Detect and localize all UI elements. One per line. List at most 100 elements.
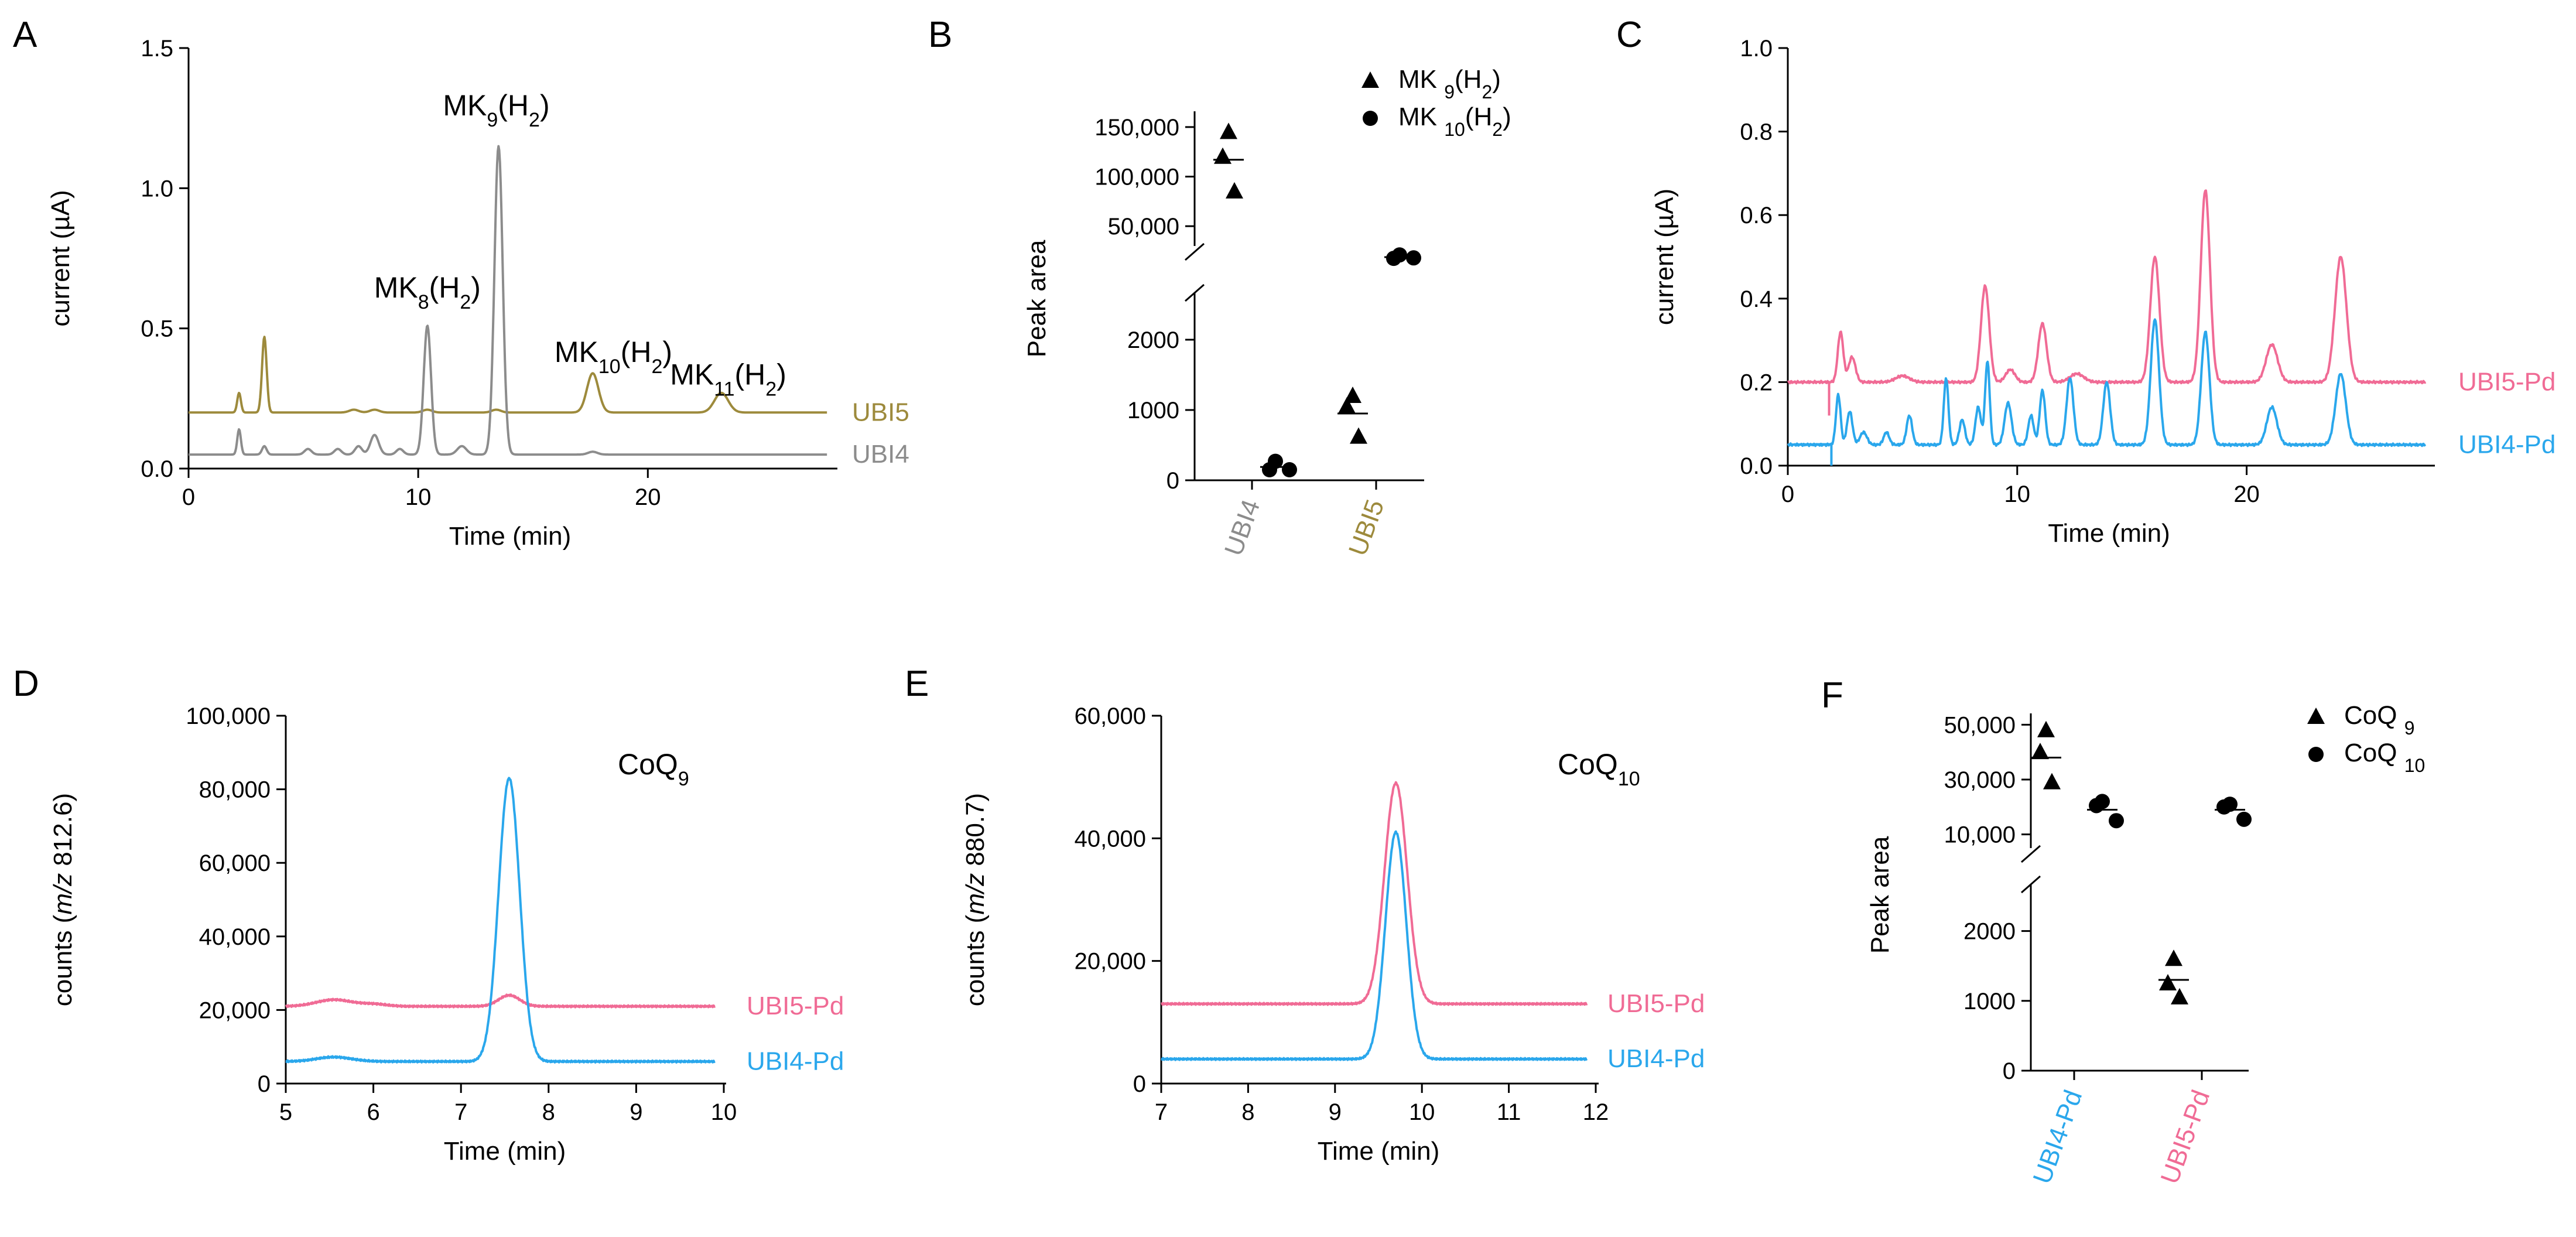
y-tick-label: 0.2 (1740, 370, 1773, 395)
legend-label: MK 10(H2) (1398, 102, 1511, 140)
x-tick-label: 0 (182, 484, 195, 510)
series-line-ubi4-pd (1787, 318, 2426, 447)
series-line-ubi5 (188, 336, 827, 414)
data-point-circle (2089, 798, 2104, 814)
data-point-triangle (1226, 182, 1243, 199)
series-label-ubi5-pd: UBI5-Pd (2458, 367, 2556, 396)
x-tick-label: 7 (454, 1099, 467, 1125)
x-tick-label: 12 (1583, 1099, 1609, 1125)
data-point-circle (1262, 462, 1277, 477)
series-line-ubi5-pd (1787, 189, 2427, 385)
y-axis-label: Peak area (1866, 836, 1894, 954)
legend-label: MK 9(H2) (1398, 65, 1501, 102)
x-category-label: UBI4-Pd (2027, 1086, 2088, 1188)
data-point-triangle (1214, 147, 1231, 164)
y-tick-label: 0.5 (141, 316, 173, 342)
y-tick-label: 150,000 (1094, 115, 1179, 141)
data-point-circle (2109, 813, 2124, 829)
panel-e: 7 8 9 10 11 12 0 20,000 40,000 60,000 Time (min) co… (961, 703, 1705, 1166)
data-point-circle (1386, 251, 1401, 266)
chart-title: CoQ9 (618, 748, 689, 790)
panel-a: 0 10 20 0.0 0.5 1.0 1.5 Time (min) current (µA) U… (46, 36, 909, 551)
panel-f: 10,000 30,000 50,000 0 1000 2000 Peak area UBI4… (1866, 701, 2425, 1188)
y-tick-label: 40,000 (199, 924, 271, 950)
y-tick-label: 0.4 (1740, 286, 1773, 312)
panel-b: 50,000 100,000 150,000 0 1000 2000 Peak area UB… (1022, 65, 1511, 559)
y-tick-label: 0.6 (1740, 203, 1773, 228)
y-tick-label: 0.0 (141, 456, 173, 482)
y-tick-label: 1.5 (141, 36, 173, 61)
x-tick-label: 9 (1329, 1099, 1342, 1125)
series-line-ubi4 (188, 145, 827, 456)
x-tick-label: 20 (635, 484, 661, 510)
panel-d: 5 6 7 8 9 10 0 20,000 40,000 60,000 80,000 100,000 T… (49, 703, 844, 1166)
y-tick-label: 0 (1133, 1071, 1146, 1097)
series-label-ubi5: UBI5 (852, 398, 909, 426)
panel-c: 0 10 20 0.0 0.2 0.4 0.6 0.8 1.0 Time (min) current… (1650, 36, 2556, 548)
legend-marker-circle (1363, 111, 1378, 126)
y-tick-label: 20,000 (1075, 949, 1146, 975)
data-point-circle (1282, 462, 1297, 477)
peak-annotation: MK9(H2) (443, 89, 549, 131)
legend-marker-triangle (2307, 708, 2325, 724)
peak-annotation: MK8(H2) (374, 271, 481, 313)
y-tick-label: 2000 (1963, 919, 2016, 945)
x-axis-label: Time (min) (444, 1137, 566, 1166)
panel-label-e: E (905, 664, 929, 704)
panel-label-d: D (13, 664, 39, 704)
x-tick-label: 10 (1409, 1099, 1435, 1125)
y-tick-label: 0 (1166, 468, 1179, 494)
y-tick-label: 50,000 (1108, 214, 1179, 240)
axis-break (1185, 283, 1205, 302)
series-line-ubi5-pd (1160, 781, 1588, 1006)
panel-label-a: A (13, 15, 37, 55)
axis-break (1185, 242, 1205, 261)
series-label-ubi4: UBI4 (852, 440, 909, 469)
peak-annotation: MK11(H2) (670, 358, 786, 400)
x-tick-label: 6 (367, 1099, 379, 1125)
y-tick-label: 0 (258, 1071, 271, 1097)
data-point-triangle (2043, 773, 2061, 790)
peak-annotation: MK10(H2) (555, 336, 672, 378)
series-label-ubi5-pd: UBI5-Pd (1607, 989, 1705, 1018)
y-tick-label: 1.0 (1740, 36, 1773, 61)
series-label-ubi4-pd: UBI4-Pd (1607, 1044, 1705, 1073)
panel-label-c: C (1616, 15, 1643, 55)
y-tick-label: 20,000 (199, 997, 271, 1023)
legend-label: CoQ 10 (2344, 739, 2425, 776)
data-point-triangle (2171, 987, 2188, 1004)
y-tick-label: 40,000 (1075, 826, 1146, 852)
y-tick-label: 1000 (1963, 989, 2016, 1014)
data-point-triangle (1338, 397, 1356, 414)
chart-title: CoQ10 (1558, 748, 1640, 790)
x-tick-label: 8 (1241, 1099, 1254, 1125)
y-tick-label: 60,000 (1075, 703, 1146, 729)
axis-break (2021, 875, 2041, 894)
y-tick-label: 100,000 (1094, 165, 1179, 190)
x-axis-label: Time (min) (1318, 1137, 1440, 1166)
x-tick-label: 9 (630, 1099, 642, 1125)
x-tick-label: 0 (1781, 481, 1794, 507)
data-point-triangle (1220, 122, 1237, 139)
y-tick-label: 0.8 (1740, 119, 1773, 145)
y-tick-label: 10,000 (1944, 822, 2016, 848)
panel-label-f: F (1821, 675, 1843, 716)
series-line-ubi4-pd (285, 777, 716, 1064)
y-tick-label: 2000 (1127, 327, 1179, 353)
data-point-triangle (2165, 949, 2182, 966)
y-axis-label: current (µA) (1650, 189, 1679, 325)
x-axis-label: Time (min) (2048, 519, 2170, 548)
legend-marker-triangle (1361, 71, 1379, 88)
y-tick-label: 30,000 (1944, 767, 2016, 793)
x-tick-label: 11 (1497, 1099, 1521, 1125)
data-point-triangle (2037, 720, 2055, 737)
data-point-circle (2236, 811, 2252, 827)
x-tick-label: 10 (711, 1099, 737, 1125)
y-tick-label: 50,000 (1944, 712, 2016, 738)
y-tick-label: 100,000 (186, 703, 271, 729)
y-tick-label: 0.0 (1740, 453, 1773, 479)
x-category-label: UBI5 (1343, 496, 1390, 560)
axis-break (2021, 845, 2041, 863)
data-point-triangle (1344, 387, 1361, 403)
